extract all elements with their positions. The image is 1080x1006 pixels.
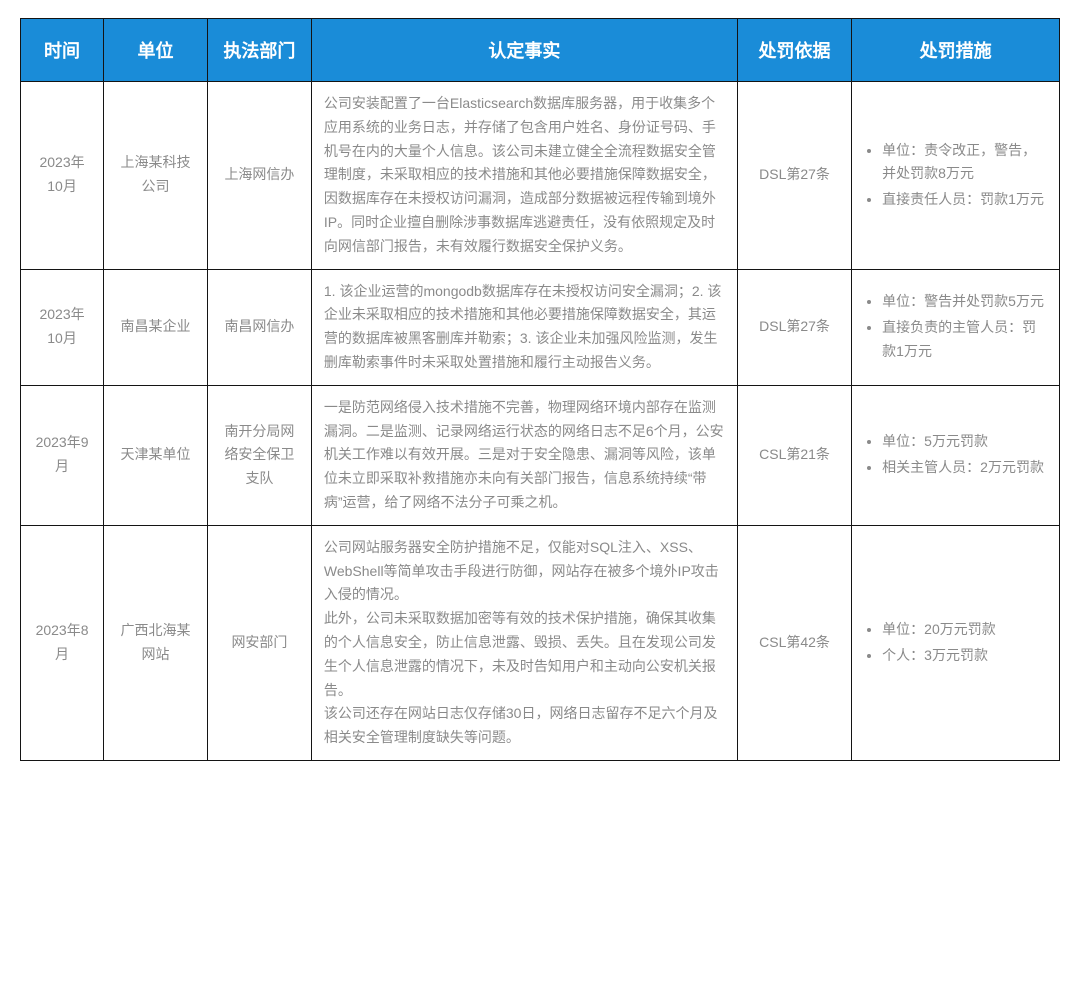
cell-measures: 单位：5万元罚款相关主管人员：2万元罚款: [852, 385, 1060, 525]
table-body: 2023年10月上海某科技公司上海网信办公司安装配置了一台Elasticsear…: [21, 82, 1060, 761]
measure-item: 单位：20万元罚款: [882, 618, 1047, 642]
cell-dept: 上海网信办: [208, 82, 312, 270]
cell-unit: 上海某科技公司: [104, 82, 208, 270]
table-row: 2023年10月上海某科技公司上海网信办公司安装配置了一台Elasticsear…: [21, 82, 1060, 270]
cell-measures: 单位：20万元罚款个人：3万元罚款: [852, 525, 1060, 760]
table-row: 2023年10月南昌某企业南昌网信办1. 该企业运营的mongodb数据库存在未…: [21, 269, 1060, 385]
cell-time: 2023年10月: [21, 82, 104, 270]
cell-time: 2023年9月: [21, 385, 104, 525]
measure-item: 直接责任人员：罚款1万元: [882, 188, 1047, 212]
cell-dept: 网安部门: [208, 525, 312, 760]
enforcement-table: 时间 单位 执法部门 认定事实 处罚依据 处罚措施 2023年10月上海某科技公…: [20, 18, 1060, 761]
cell-unit: 广西北海某网站: [104, 525, 208, 760]
col-measure: 处罚措施: [852, 19, 1060, 82]
cell-fact: 公司安装配置了一台Elasticsearch数据库服务器，用于收集多个应用系统的…: [311, 82, 737, 270]
measure-item: 单位：责令改正，警告，并处罚款8万元: [882, 139, 1047, 187]
table-row: 2023年9月天津某单位南开分局网络安全保卫支队一是防范网络侵入技术措施不完善，…: [21, 385, 1060, 525]
cell-basis: DSL第27条: [737, 269, 851, 385]
cell-time: 2023年10月: [21, 269, 104, 385]
cell-fact: 一是防范网络侵入技术措施不完善，物理网络环境内部存在监测漏洞。二是监测、记录网络…: [311, 385, 737, 525]
measures-list: 单位：责令改正，警告，并处罚款8万元直接责任人员：罚款1万元: [864, 139, 1047, 212]
cell-unit: 天津某单位: [104, 385, 208, 525]
table-row: 2023年8月广西北海某网站网安部门公司网站服务器安全防护措施不足，仅能对SQL…: [21, 525, 1060, 760]
measure-item: 单位：5万元罚款: [882, 430, 1047, 454]
cell-measures: 单位：警告并处罚款5万元直接负责的主管人员：罚款1万元: [852, 269, 1060, 385]
measure-item: 相关主管人员：2万元罚款: [882, 456, 1047, 480]
measures-list: 单位：警告并处罚款5万元直接负责的主管人员：罚款1万元: [864, 290, 1047, 363]
cell-dept: 南开分局网络安全保卫支队: [208, 385, 312, 525]
cell-basis: CSL第42条: [737, 525, 851, 760]
cell-fact: 1. 该企业运营的mongodb数据库存在未授权访问安全漏洞；2. 该企业未采取…: [311, 269, 737, 385]
col-dept: 执法部门: [208, 19, 312, 82]
cell-dept: 南昌网信办: [208, 269, 312, 385]
measures-list: 单位：5万元罚款相关主管人员：2万元罚款: [864, 430, 1047, 480]
measure-item: 单位：警告并处罚款5万元: [882, 290, 1047, 314]
measure-item: 个人：3万元罚款: [882, 644, 1047, 668]
col-fact: 认定事实: [311, 19, 737, 82]
col-unit: 单位: [104, 19, 208, 82]
cell-time: 2023年8月: [21, 525, 104, 760]
measure-item: 直接负责的主管人员：罚款1万元: [882, 316, 1047, 364]
measures-list: 单位：20万元罚款个人：3万元罚款: [864, 618, 1047, 668]
cell-fact: 公司网站服务器安全防护措施不足，仅能对SQL注入、XSS、WebShell等简单…: [311, 525, 737, 760]
cell-basis: DSL第27条: [737, 82, 851, 270]
col-time: 时间: [21, 19, 104, 82]
cell-basis: CSL第21条: [737, 385, 851, 525]
table-header: 时间 单位 执法部门 认定事实 处罚依据 处罚措施: [21, 19, 1060, 82]
cell-unit: 南昌某企业: [104, 269, 208, 385]
cell-measures: 单位：责令改正，警告，并处罚款8万元直接责任人员：罚款1万元: [852, 82, 1060, 270]
col-basis: 处罚依据: [737, 19, 851, 82]
